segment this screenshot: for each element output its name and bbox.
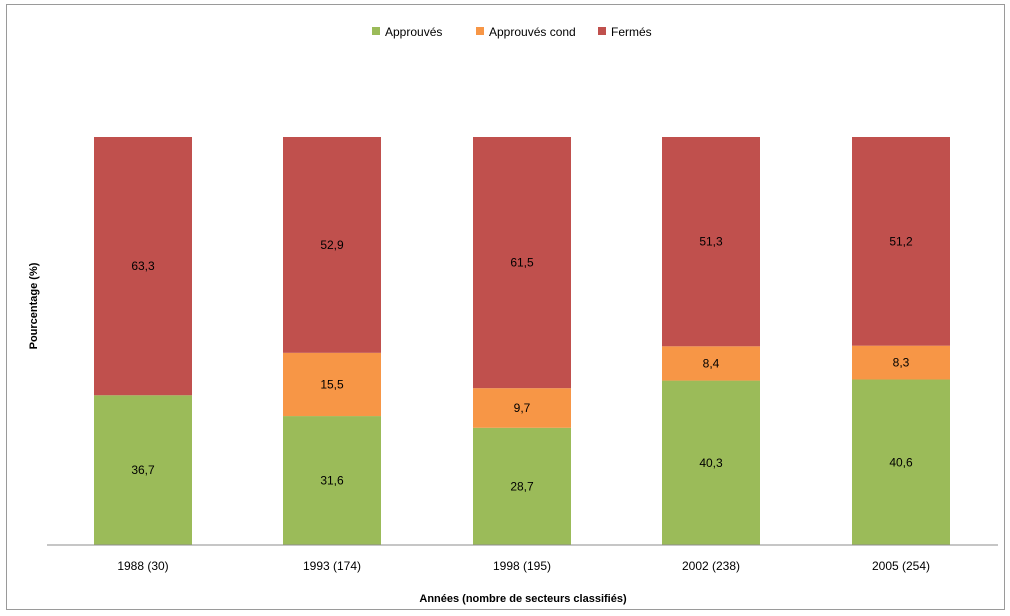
bar-fermes-2 [283,137,381,353]
legend-label-fermes: Fermés [611,25,652,39]
data-label-approuves-4: 40,3 [699,456,723,470]
legend-label-approuves-cond: Approuvés cond [489,25,576,39]
x-tick-label-4: 2002 (238) [682,559,740,573]
bar-approuves-4 [662,380,760,545]
legend-swatch-approuves [372,27,380,35]
bar-approuves-1 [94,395,192,545]
bar-approuves-3 [473,427,571,545]
legend-swatch-approuves-cond [476,27,484,35]
bar-fermes-1 [94,137,192,396]
data-label-fermes-3: 61,5 [510,256,534,270]
bar-approuves-cond-5 [852,345,950,380]
x-tick-label-3: 1998 (195) [493,559,551,573]
bar-fermes-3 [473,137,571,389]
data-label-approuves-cond-2: 15,5 [320,377,344,391]
bars: 36,7 63,3 31,6 15,5 52,9 28,7 9,7 61,5 40,3 8,4 51… [94,137,950,545]
bar-approuves-cond-4 [662,346,760,381]
x-tick-labels: 1988 (30) 1993 (174) 1998 (195) 2002 (238) 2… [117,559,930,573]
x-tick-label-1: 1988 (30) [117,559,168,573]
data-label-fermes-4: 51,3 [699,235,723,249]
x-axis-title: Années (nombre de secteurs classifiés) [419,593,627,605]
bar-approuves-5 [852,379,950,545]
data-label-approuves-cond-3: 9,7 [514,401,531,415]
data-label-approuves-5: 40,6 [889,455,913,469]
x-tick-label-2: 1993 (174) [303,559,361,573]
data-label-approuves-2: 31,6 [320,474,344,488]
data-label-fermes-5: 51,2 [889,234,913,248]
data-label-fermes-2: 52,9 [320,238,344,252]
bar-approuves-cond-2 [283,352,381,417]
data-label-fermes-1: 63,3 [131,259,155,273]
data-label-approuves-3: 28,7 [510,479,534,493]
bar-approuves-2 [283,416,381,545]
legend: Approuvés Approuvés cond Fermés [372,25,652,39]
x-tick-label-5: 2005 (254) [872,559,930,573]
legend-swatch-fermes [598,27,606,35]
data-label-approuves-cond-5: 8,3 [893,356,910,370]
data-label-approuves-1: 36,7 [131,463,155,477]
y-axis-title: Pourcentage (%) [28,262,40,349]
legend-label-approuves: Approuvés [385,25,442,39]
bar-fermes-5 [852,137,950,346]
bar-approuves-cond-3 [473,388,571,428]
bar-fermes-4 [662,137,760,347]
data-label-approuves-cond-4: 8,4 [703,356,720,370]
